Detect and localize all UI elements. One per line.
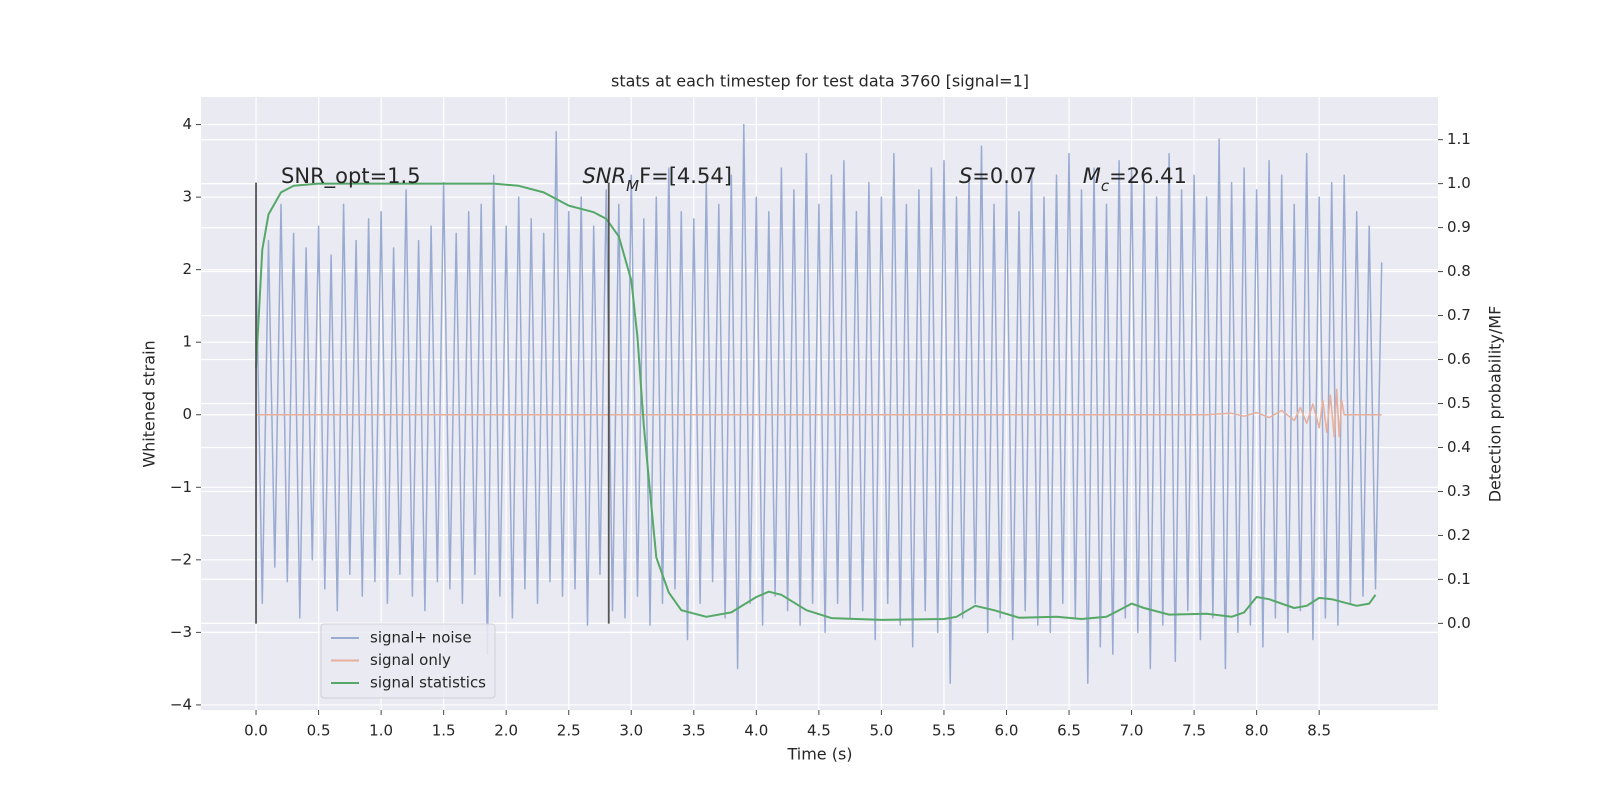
- annotation-part: M: [1083, 164, 1101, 188]
- y2-tick-label: 0.8: [1447, 262, 1471, 280]
- y2-tick-label: 0.3: [1447, 482, 1471, 500]
- x-tick-label: 8.0: [1245, 722, 1269, 740]
- x-tick-label: 7.0: [1120, 722, 1144, 740]
- annotation-part: S: [959, 164, 972, 188]
- legend-box: [320, 623, 496, 699]
- x-tick-label: 3.0: [619, 722, 643, 740]
- annotation: Mc=26.41: [1083, 164, 1187, 195]
- x-tick-label: 5.0: [869, 722, 893, 740]
- y-tick-label: 1: [182, 333, 192, 351]
- x-axis-label: Time (s): [786, 745, 852, 764]
- y2-tick-label: 1.0: [1447, 174, 1471, 192]
- y-tick-label: −4: [170, 695, 192, 713]
- legend-label: signal only: [370, 651, 451, 669]
- y2-tick-label: 0.4: [1447, 438, 1471, 456]
- x-tick-label: 0.5: [307, 722, 331, 740]
- series-line: [256, 388, 1382, 438]
- legend-label: signal+ noise: [370, 629, 472, 647]
- y2-axis-label: Detection probability/MF: [1486, 306, 1505, 503]
- y2-tick-label: 1.1: [1447, 130, 1471, 148]
- data: [255, 123, 1383, 684]
- annotation-part: c: [1101, 176, 1110, 194]
- x-tick-label: 2.5: [557, 722, 581, 740]
- y-tick-label: −2: [170, 550, 192, 568]
- x-tick-label: 5.5: [932, 722, 956, 740]
- y2-tick-label: 0.1: [1447, 570, 1471, 588]
- y2-tick-label: 0.7: [1447, 306, 1471, 324]
- annotation-part: SNR_opt=1.5: [281, 164, 421, 189]
- x-tick-label: 6.5: [1057, 722, 1081, 740]
- annotation-part: =0.07: [972, 164, 1036, 188]
- y-axis-label: Whitened strain: [140, 340, 159, 467]
- x-tick-label: 6.0: [995, 722, 1019, 740]
- y2-tick-label: 0.2: [1447, 526, 1471, 544]
- annotation: SNR_opt=1.5: [281, 164, 421, 189]
- annotation: SNRMF=[4.54]: [582, 164, 731, 195]
- y2-tick-label: 0.9: [1447, 218, 1471, 236]
- series-line: [255, 182, 1377, 621]
- annotation-part: F=[4.54]: [639, 164, 732, 188]
- annotation-part: =26.41: [1109, 164, 1187, 188]
- annotation-part: M: [626, 176, 639, 194]
- x-tick-label: 8.5: [1307, 722, 1331, 740]
- y-tick-label: 0: [182, 405, 192, 423]
- y-tick-label: 3: [182, 188, 192, 206]
- y2-tick-label: 0.0: [1447, 614, 1471, 632]
- x-tick-label: 0.0: [244, 722, 268, 740]
- x-tick-label: 7.5: [1182, 722, 1206, 740]
- y2-tick-label: 0.5: [1447, 394, 1471, 412]
- legend-label: signal statistics: [370, 674, 486, 692]
- x-tick-label: 4.5: [807, 722, 831, 740]
- x-tick-label: 1.0: [369, 722, 393, 740]
- y-tick-label: −3: [170, 623, 192, 641]
- x-tick-label: 4.0: [744, 722, 768, 740]
- y-tick-label: −1: [170, 478, 192, 496]
- annotation-part: SNR: [582, 164, 626, 188]
- x-tick-label: 1.5: [432, 722, 456, 740]
- x-tick-label: 3.5: [682, 722, 706, 740]
- y2-tick-label: 0.6: [1447, 350, 1471, 368]
- y-tick-label: 4: [182, 115, 192, 133]
- y-tick-label: 2: [182, 260, 192, 278]
- x-tick-label: 2.0: [494, 722, 518, 740]
- annotation: S=0.07: [959, 164, 1037, 188]
- chart-title: stats at each timestep for test data 376…: [611, 72, 1029, 91]
